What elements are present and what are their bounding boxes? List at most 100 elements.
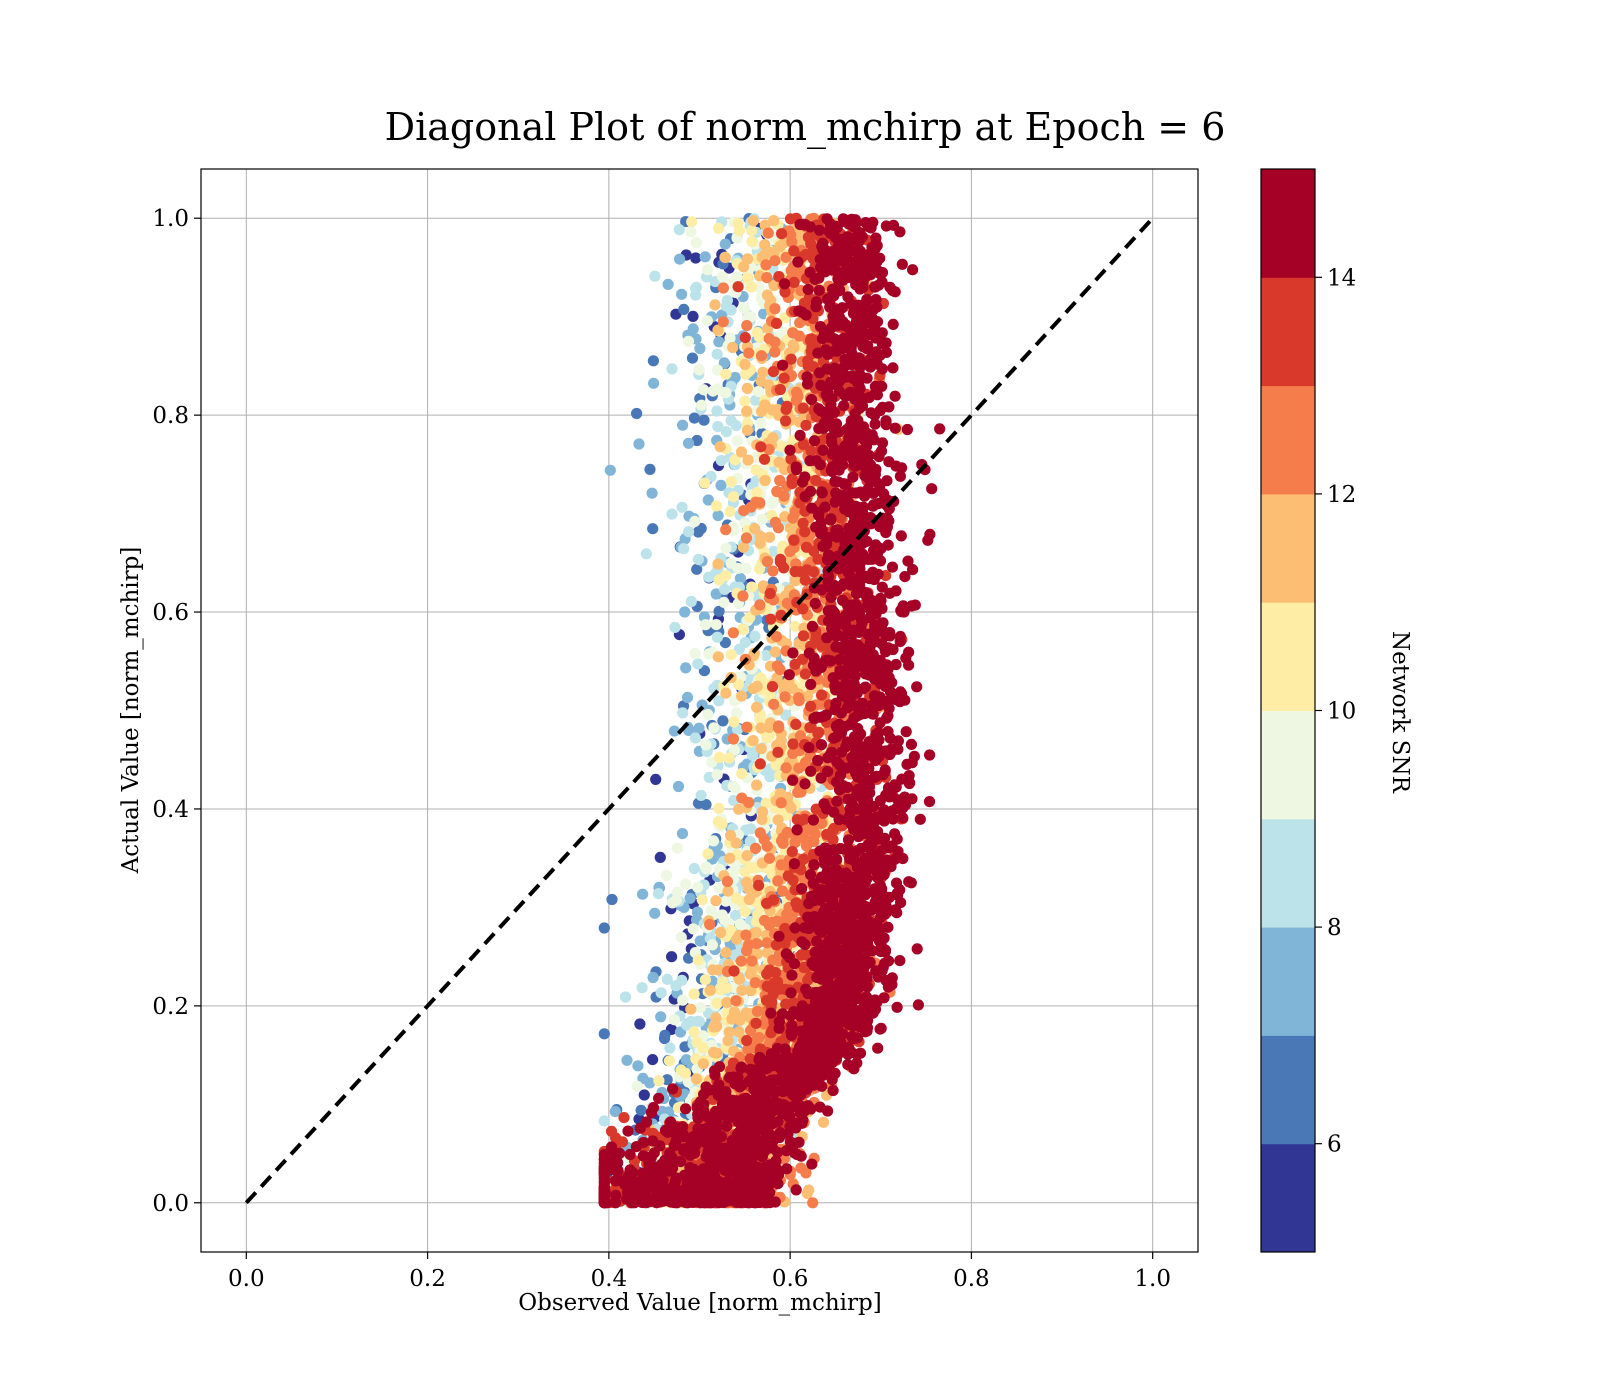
scatter-point: [717, 316, 729, 328]
scatter-point: [790, 718, 802, 731]
scatter-point: [616, 1136, 629, 1148]
scatter-point: [712, 558, 724, 570]
scatter-point: [887, 362, 899, 374]
scatter-point: [753, 879, 765, 892]
scatter-point: [668, 1014, 681, 1026]
scatter-point: [685, 1003, 697, 1015]
scatter-point: [609, 1106, 621, 1118]
scatter-point: [751, 486, 763, 499]
scatter-point: [739, 906, 751, 918]
scatter-point: [761, 980, 773, 992]
scatter-point: [654, 851, 666, 864]
scatter-point: [717, 715, 729, 727]
scatter-point: [796, 883, 808, 895]
scatter-point: [760, 649, 772, 662]
scatter-point: [751, 938, 763, 950]
scatter-point: [666, 363, 678, 375]
scatter-point: [761, 556, 774, 568]
scatter-point: [700, 619, 712, 631]
scatter-point: [764, 587, 776, 600]
scatter-point: [647, 355, 660, 367]
scatter-point: [690, 1073, 703, 1085]
scatter-point: [684, 892, 696, 904]
scatter-point: [741, 721, 753, 733]
scatter-point: [676, 501, 688, 513]
scatter-point: [761, 272, 773, 284]
scatter-point: [817, 1116, 830, 1128]
scatter-point: [767, 432, 779, 444]
scatter-point: [742, 253, 754, 265]
scatter-point: [694, 1002, 707, 1014]
scatter-point: [772, 875, 784, 887]
scatter-point: [708, 1046, 720, 1058]
scatter-point: [679, 606, 691, 618]
scatter-point: [661, 1074, 673, 1086]
scatter-point: [778, 372, 790, 384]
scatter-point: [732, 281, 744, 293]
scatter-point: [671, 886, 684, 898]
scatter-point: [691, 1036, 703, 1048]
scatter-point: [699, 251, 711, 263]
scatter-point: [690, 282, 702, 294]
scatter-point: [741, 405, 753, 417]
scatter-point: [737, 590, 749, 602]
scatter-point: [631, 407, 643, 420]
scatter-point: [710, 500, 723, 512]
scatter-point: [719, 238, 731, 250]
scatter-point: [631, 1080, 643, 1092]
scatter-point: [741, 320, 753, 332]
scatter-point: [736, 768, 748, 780]
scatter-point: [699, 974, 712, 986]
scatter-point: [680, 662, 692, 674]
scatter-point: [731, 435, 743, 447]
scatter-point: [686, 352, 699, 364]
scatter-point: [697, 384, 710, 396]
scatter-point: [649, 270, 661, 282]
scatter-point: [661, 973, 673, 985]
scatter-point: [720, 387, 732, 399]
scatter-point: [768, 698, 780, 710]
scatter-point: [712, 509, 724, 522]
scatter-point: [702, 494, 714, 506]
scatter-point: [727, 627, 740, 639]
scatter-point: [711, 364, 724, 376]
scatter-point: [813, 726, 825, 738]
scatter-point: [799, 668, 812, 680]
scatter-point: [681, 691, 694, 704]
scatter-point: [731, 707, 743, 719]
scatter-point: [769, 646, 782, 658]
scatter-point: [711, 405, 723, 417]
scatter-point: [713, 605, 725, 617]
scatter-point: [712, 420, 724, 433]
scatter-point: [776, 835, 788, 847]
scatter-point: [676, 288, 688, 300]
scatter-point: [685, 1016, 698, 1028]
scatter-point: [713, 695, 725, 707]
scatter-point: [750, 394, 762, 406]
scatter-point: [711, 1021, 723, 1033]
scatter-point: [793, 692, 805, 704]
scatter-point: [793, 762, 805, 774]
scatter-point: [838, 400, 850, 412]
scatter-point: [767, 366, 780, 378]
scatter-point: [736, 690, 748, 702]
scatter-point: [712, 222, 725, 234]
scatter-point: [693, 1016, 706, 1028]
scatter-point: [725, 649, 737, 661]
scatter-point: [648, 377, 660, 389]
scatter-point: [746, 955, 758, 967]
scatter-point: [727, 733, 740, 745]
scatter-point: [735, 955, 747, 967]
scatter-point: [768, 545, 780, 557]
scatter-point: [694, 342, 706, 355]
scatter-point: [706, 939, 719, 951]
scatter-point: [686, 216, 698, 228]
scatter-point: [720, 524, 732, 536]
scatter-point: [761, 289, 774, 301]
scatter-point: [741, 424, 754, 436]
scatter-point: [725, 557, 737, 569]
scatter-point: [635, 1104, 647, 1116]
scatter-point: [755, 350, 768, 362]
scatter-point: [741, 1035, 753, 1047]
scatter-point: [792, 390, 804, 402]
